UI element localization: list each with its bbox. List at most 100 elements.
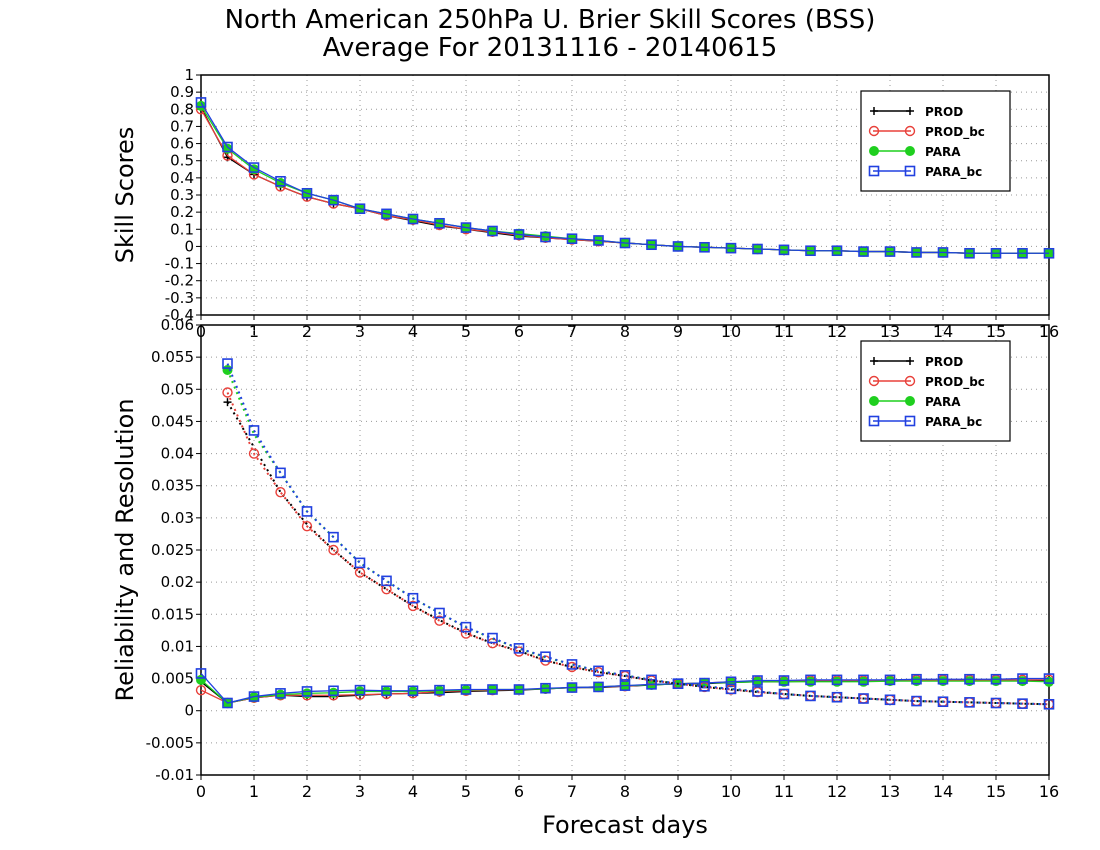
panel2-legend-label-PARA: PARA	[925, 395, 961, 409]
panel2-x-tick-label: 0	[196, 782, 206, 801]
panel2-point-PARA_bc	[911, 695, 922, 707]
panel2-point-PARA_bc	[725, 683, 737, 695]
panel2-point-PROD_bc	[407, 600, 419, 612]
panel1-point-PARA_bc	[566, 233, 578, 245]
panel1-legend	[860, 90, 1011, 192]
panel2-point-PARA_bc	[540, 651, 551, 663]
panel2-point-PARA_bc	[513, 684, 525, 695]
panel1-point-PARA_bc	[964, 247, 975, 259]
panel2-point-PROD_bc	[301, 521, 313, 532]
panel1-y-tick-label: 0.2	[170, 203, 194, 221]
panel1-x-tick-label: 14	[933, 322, 953, 341]
panel2-point-PARA_bc	[195, 668, 207, 679]
panel2-y-tick-label: -0.01	[155, 766, 194, 784]
panel2-point-PARA_bc	[884, 674, 896, 686]
panel2-point-PARA_bc	[937, 673, 949, 685]
panel1-point-PARA_bc	[301, 187, 313, 199]
panel2-legend-marker-PARA_bc	[868, 415, 880, 427]
panel1-point-PARA_bc	[884, 246, 896, 257]
panel2-point-PARA_bc	[752, 686, 763, 697]
panel1-point-PARA_bc	[858, 246, 869, 257]
panel1-y-axis-title: Skill Scores	[111, 127, 139, 264]
panel2-y-tick-label: -0.005	[146, 734, 194, 752]
panel1-legend-marker-PROD_bc	[904, 125, 916, 137]
panel2-point-PARA_bc	[328, 531, 339, 543]
panel2-x-tick-label: 6	[514, 782, 524, 801]
panel2-point-PARA_bc	[646, 674, 657, 686]
panel1-point-PARA_bc	[911, 247, 922, 258]
panel1-point-PARA_bc	[381, 208, 392, 220]
panel2-point-PARA_bc	[301, 506, 313, 517]
panel2-point-PARA_bc	[725, 676, 737, 688]
panel2-point-PARA_bc	[566, 659, 578, 670]
panel1-legend-marker-PROD_bc	[868, 125, 880, 137]
panel2-x-tick-label: 8	[620, 782, 630, 801]
panel1-point-PARA_bc	[752, 243, 763, 255]
panel2-legend-marker-PARA	[869, 396, 879, 406]
panel1-point-PARA_bc	[434, 217, 445, 229]
panel2-legend-label-PROD: PROD	[925, 355, 963, 369]
panel1-x-tick-label: 10	[721, 322, 741, 341]
panel1-y-tick-label: -0.4	[165, 306, 194, 324]
panel2-x-tick-label: 5	[461, 782, 471, 801]
panel1-point-PARA_bc	[725, 242, 737, 254]
panel2-legend-marker-PARA_bc	[904, 415, 916, 427]
panel1-legend-marker-PARA_bc	[868, 165, 880, 177]
panel2-x-axis-title: Forecast days	[542, 811, 708, 839]
panel1-point-PARA_bc	[619, 237, 631, 249]
chart-subtitle: Average For 20131116 - 20140615	[322, 33, 778, 63]
panel2-point-PARA_bc	[487, 632, 498, 644]
panel1-x-tick-label: 15	[986, 322, 1006, 341]
panel2-point-PARA_bc	[407, 592, 419, 604]
panel2-point-PARA_bc	[593, 665, 604, 677]
panel2-legend	[860, 340, 1011, 442]
panel2-point-PARA_bc	[911, 673, 922, 685]
panel2-point-PARA_bc	[381, 685, 392, 697]
panel2-x-tick-label: 11	[774, 782, 794, 801]
panel2-x-tick-label: 10	[721, 782, 741, 801]
panel2-x-tick-label: 14	[933, 782, 953, 801]
panel2-x-tick-label: 2	[302, 782, 312, 801]
panel1-y-tick-label: 0.6	[170, 135, 194, 153]
panel2-point-PARA_bc	[619, 670, 631, 681]
panel1-point-PARA_bc	[328, 194, 339, 206]
panel1-point-PARA_bc	[540, 231, 551, 243]
panel2-point-PARA_bc	[990, 673, 1002, 685]
panel2-x-tick-label: 16	[1039, 782, 1059, 801]
panel2-legend-marker-PROD_bc	[904, 375, 916, 387]
panel2-point-PARA_bc	[222, 697, 233, 709]
panel2-x-tick-label: 1	[249, 782, 259, 801]
panel2-point-PARA_bc	[434, 684, 445, 696]
panel2-point-PARA_bc	[884, 694, 896, 706]
panel1-x-tick-label: 9	[673, 322, 683, 341]
panel1-x-tick-label: 12	[827, 322, 847, 341]
panel1-y-tick-label: 0.7	[170, 117, 194, 135]
panel2-point-PARA_bc	[937, 696, 949, 708]
panel2-legend-marker-PARA	[905, 396, 915, 406]
panel1-legend-label-PROD_bc: PROD_bc	[925, 125, 985, 140]
panel2-point-PARA_bc	[964, 673, 975, 685]
panel1-legend-marker-PARA	[869, 146, 879, 156]
panel2-legend-label-PROD_bc: PROD_bc	[925, 375, 985, 390]
panel1-y-tick-label: -0.1	[165, 255, 194, 273]
panel1-y-tick-label: 0	[184, 237, 194, 255]
panel1-x-tick-label: 13	[880, 322, 900, 341]
panel1-point-PARA_bc	[195, 97, 207, 108]
panel2-point-PARA_bc	[275, 467, 286, 479]
panel2-point-PARA_bc	[858, 674, 869, 686]
panel2-point-PARA_bc	[778, 688, 790, 700]
panel2-point-PARA_bc	[805, 690, 816, 702]
panel2-y-tick-label: 0.025	[151, 541, 194, 559]
panel2-x-tick-label: 7	[567, 782, 577, 801]
panel2-y-tick-label: 0.055	[151, 348, 194, 366]
chart-title: North American 250hPa U. Brier Skill Sco…	[224, 5, 876, 35]
panel1-point-PARA_bc	[487, 225, 498, 237]
panel2-y-tick-label: 0.05	[161, 380, 194, 398]
panel2-point-PARA_bc	[328, 685, 339, 697]
panel1-point-PARA_bc	[354, 203, 366, 215]
panel2-y-tick-label: 0.045	[151, 412, 194, 430]
panel2-point-PARA_bc	[990, 697, 1002, 709]
panel2-legend-marker-PROD_bc	[868, 375, 880, 387]
panel2-y-tick-label: 0.04	[161, 445, 194, 463]
panel2-y-axis-title: Reliability and Resolution	[111, 398, 139, 701]
